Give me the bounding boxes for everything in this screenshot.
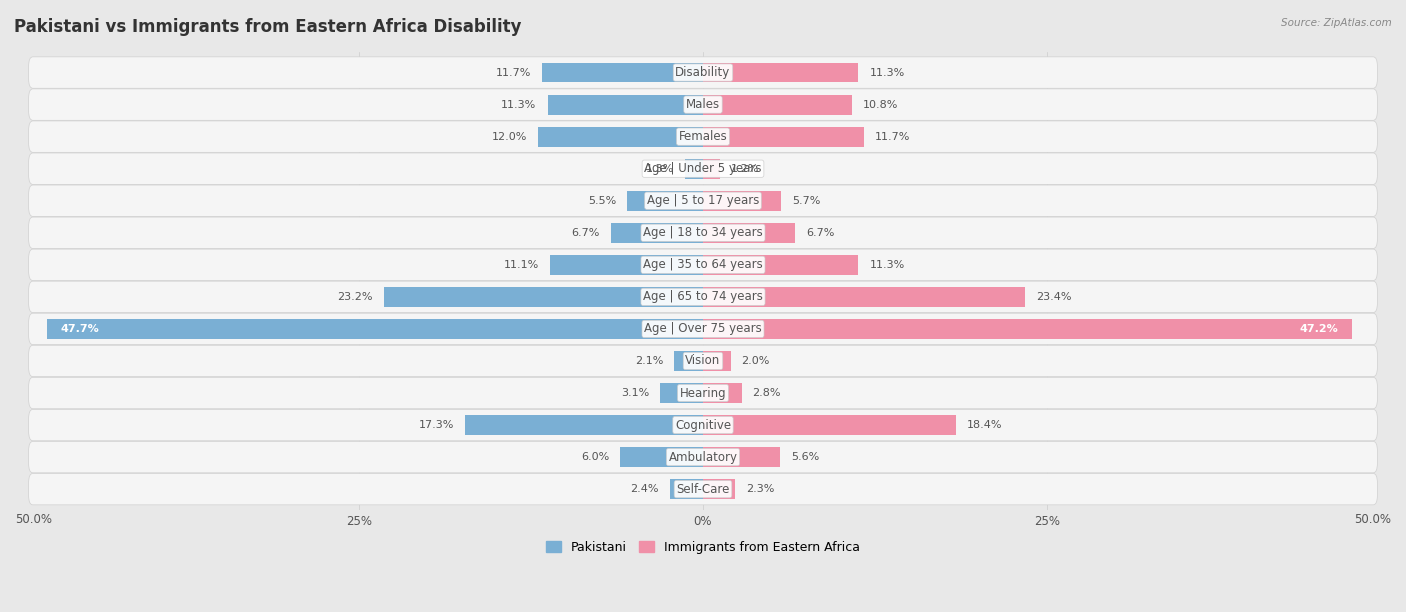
Text: Females: Females: [679, 130, 727, 143]
Text: Hearing: Hearing: [679, 387, 727, 400]
Bar: [541, 62, 703, 83]
Bar: [703, 223, 796, 243]
Text: Self-Care: Self-Care: [676, 483, 730, 496]
Bar: [703, 319, 1353, 339]
Text: 2.8%: 2.8%: [752, 388, 782, 398]
FancyBboxPatch shape: [28, 249, 1378, 280]
FancyBboxPatch shape: [28, 378, 1378, 409]
Legend: Pakistani, Immigrants from Eastern Africa: Pakistani, Immigrants from Eastern Afric…: [541, 536, 865, 559]
Bar: [703, 159, 720, 179]
Text: Vision: Vision: [685, 354, 721, 367]
FancyBboxPatch shape: [28, 89, 1378, 121]
Text: 11.3%: 11.3%: [502, 100, 537, 110]
Bar: [703, 95, 852, 114]
Bar: [661, 383, 703, 403]
Text: 6.7%: 6.7%: [571, 228, 600, 238]
Text: 50.0%: 50.0%: [15, 513, 52, 526]
Text: 11.3%: 11.3%: [869, 67, 904, 78]
Bar: [703, 415, 956, 435]
Text: 47.2%: 47.2%: [1301, 324, 1339, 334]
FancyBboxPatch shape: [28, 409, 1378, 441]
Text: Age | 35 to 64 years: Age | 35 to 64 years: [643, 258, 763, 271]
Bar: [703, 255, 859, 275]
Text: Age | Under 5 years: Age | Under 5 years: [644, 162, 762, 175]
FancyBboxPatch shape: [28, 153, 1378, 184]
FancyBboxPatch shape: [28, 474, 1378, 505]
Text: 2.4%: 2.4%: [630, 484, 659, 494]
Text: Age | 18 to 34 years: Age | 18 to 34 years: [643, 226, 763, 239]
FancyBboxPatch shape: [28, 441, 1378, 473]
Bar: [703, 127, 865, 147]
Text: Age | Over 75 years: Age | Over 75 years: [644, 323, 762, 335]
Text: 11.7%: 11.7%: [875, 132, 910, 141]
Text: Cognitive: Cognitive: [675, 419, 731, 431]
Text: 5.6%: 5.6%: [792, 452, 820, 462]
Bar: [703, 447, 780, 467]
Bar: [610, 223, 703, 243]
Bar: [703, 351, 731, 371]
Text: 5.7%: 5.7%: [793, 196, 821, 206]
Text: Disability: Disability: [675, 66, 731, 79]
Bar: [703, 287, 1025, 307]
Bar: [703, 62, 859, 83]
Bar: [538, 127, 703, 147]
Bar: [384, 287, 703, 307]
FancyBboxPatch shape: [28, 185, 1378, 217]
Text: Source: ZipAtlas.com: Source: ZipAtlas.com: [1281, 18, 1392, 28]
FancyBboxPatch shape: [28, 281, 1378, 313]
Text: 12.0%: 12.0%: [492, 132, 527, 141]
Text: Pakistani vs Immigrants from Eastern Africa Disability: Pakistani vs Immigrants from Eastern Afr…: [14, 18, 522, 36]
Text: 1.2%: 1.2%: [731, 163, 759, 174]
FancyBboxPatch shape: [28, 345, 1378, 376]
Text: 1.3%: 1.3%: [645, 163, 673, 174]
Text: 47.7%: 47.7%: [60, 324, 100, 334]
Bar: [46, 319, 703, 339]
Text: 6.7%: 6.7%: [806, 228, 835, 238]
Text: 23.4%: 23.4%: [1036, 292, 1071, 302]
Bar: [703, 383, 741, 403]
Bar: [671, 479, 703, 499]
Bar: [703, 479, 735, 499]
Bar: [465, 415, 703, 435]
FancyBboxPatch shape: [28, 217, 1378, 248]
Text: 10.8%: 10.8%: [863, 100, 898, 110]
Bar: [550, 255, 703, 275]
FancyBboxPatch shape: [28, 57, 1378, 88]
Bar: [627, 191, 703, 211]
Text: Age | 65 to 74 years: Age | 65 to 74 years: [643, 290, 763, 304]
Text: 11.3%: 11.3%: [869, 260, 904, 270]
FancyBboxPatch shape: [28, 313, 1378, 345]
Text: 50.0%: 50.0%: [1354, 513, 1391, 526]
Bar: [703, 191, 782, 211]
Text: 2.3%: 2.3%: [745, 484, 775, 494]
Bar: [685, 159, 703, 179]
FancyBboxPatch shape: [28, 121, 1378, 152]
Text: 2.1%: 2.1%: [634, 356, 664, 366]
Bar: [620, 447, 703, 467]
Bar: [547, 95, 703, 114]
Text: 5.5%: 5.5%: [588, 196, 616, 206]
Text: 3.1%: 3.1%: [621, 388, 650, 398]
Text: Ambulatory: Ambulatory: [668, 450, 738, 464]
Text: 23.2%: 23.2%: [337, 292, 373, 302]
Text: 18.4%: 18.4%: [967, 420, 1002, 430]
Text: 2.0%: 2.0%: [741, 356, 770, 366]
Text: 17.3%: 17.3%: [419, 420, 454, 430]
Text: 11.1%: 11.1%: [503, 260, 540, 270]
Text: 6.0%: 6.0%: [581, 452, 609, 462]
Text: Age | 5 to 17 years: Age | 5 to 17 years: [647, 194, 759, 207]
Text: 11.7%: 11.7%: [496, 67, 531, 78]
Bar: [673, 351, 703, 371]
Text: Males: Males: [686, 98, 720, 111]
